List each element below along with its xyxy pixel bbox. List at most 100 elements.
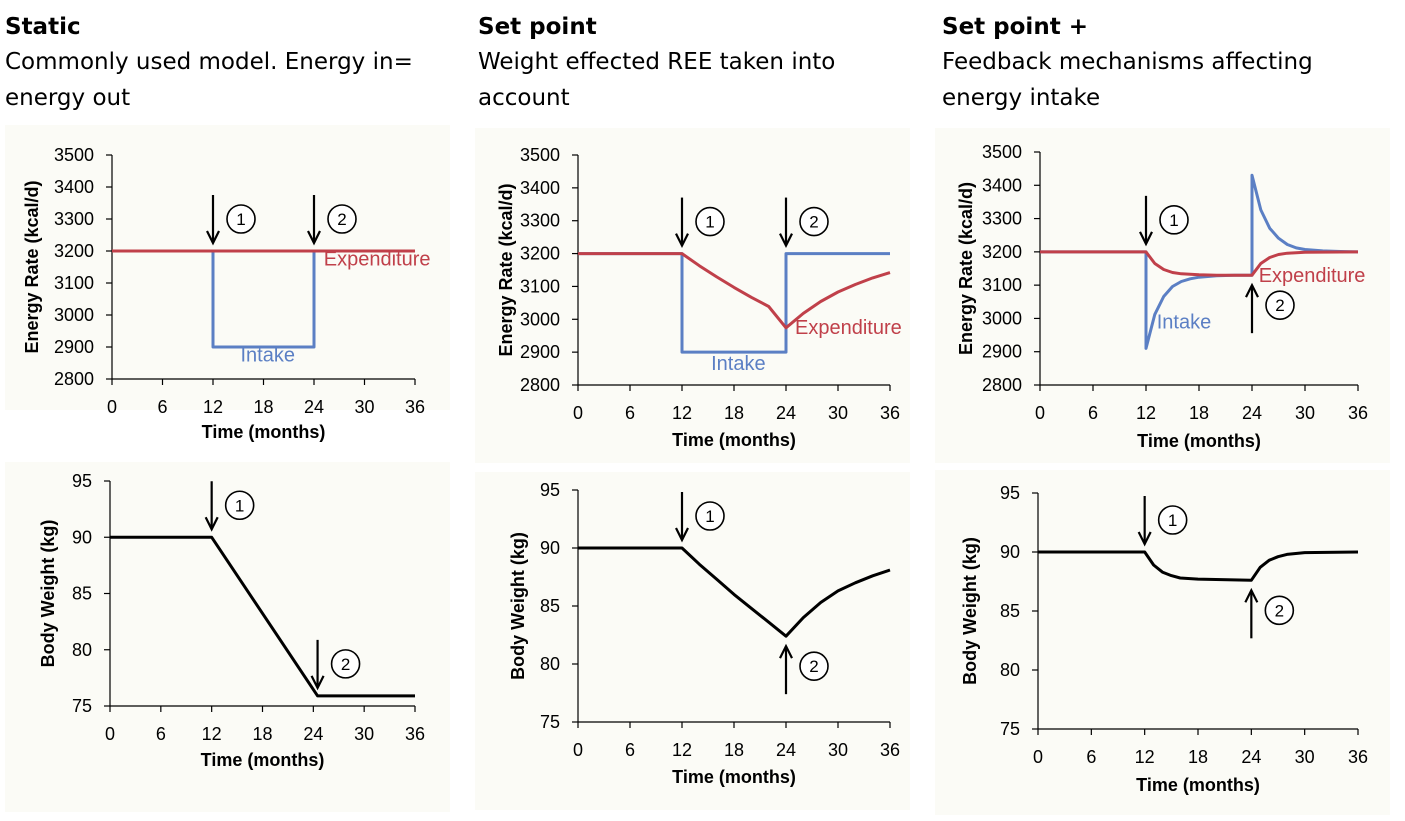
x-tick-label: 36	[880, 403, 900, 423]
event-marker-1: 1	[204, 481, 255, 532]
event-arrow-head	[310, 675, 325, 691]
x-tick-label: 30	[354, 724, 374, 744]
x-tick-label: 6	[625, 403, 635, 423]
column-set-point-plus: Set point + Feedback mechanisms affectin…	[942, 10, 1397, 116]
y-tick-label: 3500	[520, 145, 560, 165]
series-expenditure	[1040, 250, 1359, 277]
column-static: Static Commonly used model. Energy in= e…	[5, 10, 450, 116]
event-arrow-head	[779, 233, 793, 249]
y-tick-label: 75	[1000, 719, 1020, 739]
event-marker-1: 1	[675, 492, 725, 543]
y-tick-label: 85	[1000, 601, 1020, 621]
x-axis-title: Time (months)	[1136, 775, 1260, 795]
x-tick-label: 36	[1348, 403, 1368, 423]
y-tick-label: 3400	[982, 175, 1022, 195]
y-tick-label: 80	[540, 654, 560, 674]
event-number: 1	[705, 213, 714, 232]
y-axis-title: Energy Rate (kcal/d)	[956, 182, 976, 355]
event-arrow-head	[204, 516, 219, 532]
event-arrow-head	[675, 233, 689, 249]
x-tick-label: 0	[105, 724, 115, 744]
x-tick-label: 36	[405, 397, 425, 417]
y-tick-label: 2900	[982, 342, 1022, 362]
x-tick-label: 24	[776, 403, 796, 423]
event-arrow-head	[307, 230, 321, 246]
plot-background	[935, 128, 1390, 463]
x-tick-label: 0	[573, 740, 583, 760]
x-tick-label: 30	[1295, 403, 1315, 423]
y-tick-label: 3500	[54, 145, 94, 165]
event-number: 2	[1275, 601, 1284, 620]
x-tick-label: 18	[724, 403, 744, 423]
event-marker-2: 2	[1245, 282, 1295, 334]
y-tick-label: 3200	[982, 242, 1022, 262]
event-marker-1: 1	[1139, 195, 1189, 247]
event-number-circle	[224, 490, 255, 521]
y-axis-title: Energy Rate (kcal/d)	[496, 183, 516, 356]
column-heading: Set point	[478, 14, 597, 40]
event-number: 1	[236, 210, 245, 229]
y-axis-title: Body Weight (kg)	[960, 537, 980, 685]
y-tick-label: 3000	[54, 305, 94, 325]
y-tick-label: 3500	[982, 142, 1022, 162]
y-tick-label: 2900	[520, 342, 560, 362]
series-expenditure	[578, 252, 891, 330]
x-tick-label: 30	[354, 397, 374, 417]
y-tick-label: 3000	[520, 309, 560, 329]
event-marker-1: 1	[1137, 496, 1188, 547]
y-tick-label: 3300	[982, 209, 1022, 229]
plot-background	[475, 128, 910, 463]
x-tick-label: 24	[303, 724, 323, 744]
event-marker-1: 1	[675, 197, 725, 249]
x-axis-title: Time (months)	[672, 767, 796, 787]
x-tick-label: 12	[202, 724, 222, 744]
event-arrow-head	[206, 230, 220, 246]
x-tick-label: 6	[1086, 747, 1096, 767]
x-tick-label: 12	[1135, 747, 1155, 767]
y-tick-label: 75	[72, 696, 92, 716]
x-tick-label: 6	[157, 397, 167, 417]
series-label-intake: Intake	[1157, 311, 1211, 333]
x-tick-label: 36	[880, 740, 900, 760]
event-number-circle	[799, 651, 829, 681]
y-tick-label: 85	[540, 596, 560, 616]
x-tick-label: 24	[1242, 403, 1262, 423]
x-axis-title: Time (months)	[1137, 431, 1261, 451]
y-axis-title: Energy Rate (kcal/d)	[22, 180, 42, 353]
event-number-circle	[1265, 290, 1295, 320]
event-number: 2	[1275, 296, 1284, 315]
x-tick-label: 0	[573, 403, 583, 423]
y-tick-label: 75	[540, 712, 560, 732]
y-tick-label: 3100	[54, 273, 94, 293]
x-tick-label: 6	[625, 740, 635, 760]
event-number-circle	[330, 649, 361, 679]
event-marker-2: 2	[310, 639, 361, 691]
series-label-expenditure: Expenditure	[1259, 265, 1366, 287]
column-set-point: Set point Weight effected REE taken into…	[478, 10, 898, 116]
y-axis-title: Body Weight (kg)	[508, 532, 528, 680]
x-axis-title: Time (months)	[672, 430, 796, 450]
series-body-weight	[1038, 550, 1359, 582]
event-marker-1: 1	[206, 195, 256, 246]
event-number-circle	[695, 206, 725, 237]
column-description: Commonly used model. Energy in= energy o…	[5, 49, 413, 111]
event-number-circle	[695, 501, 725, 531]
y-tick-label: 95	[1000, 483, 1020, 503]
event-number: 1	[1169, 211, 1178, 230]
event-number: 1	[1168, 511, 1177, 530]
y-tick-label: 2800	[520, 375, 560, 395]
series-label-intake: Intake	[711, 353, 765, 375]
y-tick-label: 3400	[54, 177, 94, 197]
event-number-circle	[1264, 595, 1295, 626]
x-tick-label: 24	[1241, 747, 1261, 767]
y-tick-label: 2800	[54, 369, 94, 389]
series-body-weight	[110, 535, 415, 698]
event-arrow-head	[1245, 282, 1259, 298]
y-tick-label: 2900	[54, 337, 94, 357]
x-tick-label: 36	[1348, 747, 1368, 767]
series-label-expenditure: Expenditure	[795, 317, 902, 339]
event-arrow-head	[675, 527, 689, 543]
